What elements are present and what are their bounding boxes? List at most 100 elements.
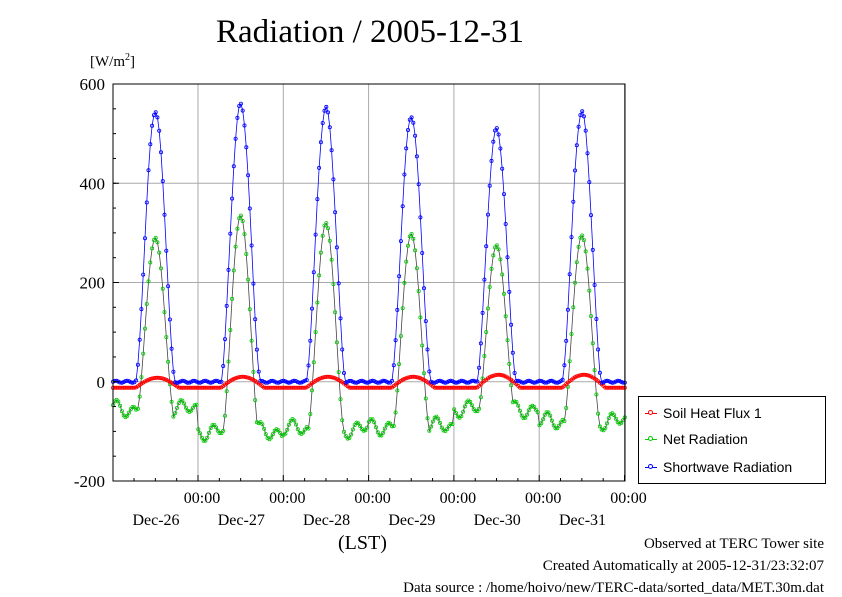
data-point [560,377,565,382]
data-point [283,431,288,436]
x-tick-date: Dec-31 [559,512,606,529]
data-point [610,380,615,385]
data-point [423,319,428,324]
data-point [549,418,554,423]
data-point [281,378,286,383]
data-point [146,279,151,284]
data-point [500,272,505,277]
data-point [507,289,512,294]
data-point [473,379,478,384]
data-point [325,110,330,115]
data-point [363,428,368,433]
data-point [322,108,327,113]
data-point [222,337,227,342]
data-point [574,374,579,379]
data-point [176,401,181,406]
data-point [150,123,155,128]
data-point [448,378,453,383]
series-line [112,214,626,442]
data-point [413,248,418,253]
data-point [324,221,329,226]
data-point [356,421,361,426]
data-point [377,433,382,438]
data-point [523,415,528,420]
data-point [500,166,505,171]
data-point [405,243,410,248]
data-point [253,398,258,403]
data-point [333,210,338,215]
data-point [480,376,485,381]
data-point [192,378,197,383]
data-point [375,430,380,435]
data-point [180,398,185,403]
data-point [166,359,171,364]
data-point [157,375,162,380]
data-point [519,413,524,418]
data-point [228,231,233,236]
data-point [167,317,172,322]
legend-label-net: Net Radiation [663,431,748,447]
data-point [276,428,281,433]
data-point [313,330,318,335]
data-point [251,369,256,374]
data-point [214,425,219,430]
data-point [258,378,263,383]
data-point [231,376,236,381]
data-point [477,365,482,370]
data-point [347,378,352,383]
data-point [613,416,618,421]
data-point [619,379,624,384]
data-point [388,421,393,426]
data-point [196,380,201,385]
data-point [420,250,425,255]
data-point [334,340,339,345]
data-point [215,385,220,390]
data-point [295,427,300,432]
data-point [512,399,517,404]
data-point [581,114,586,119]
data-point [569,235,574,240]
data-point [405,375,410,380]
data-point [242,374,247,379]
data-point [418,315,423,320]
data-point [562,419,567,424]
data-point [461,409,466,414]
data-point [119,409,124,414]
data-point [468,399,473,404]
data-point [469,403,474,408]
data-point [190,378,195,383]
data-point [182,401,187,406]
data-point [430,419,435,424]
data-point [613,379,618,384]
data-point [293,422,298,427]
data-point [580,233,585,238]
data-point [237,216,242,221]
data-point [139,307,144,312]
data-point [231,164,236,169]
data-point [336,281,341,286]
data-point [503,314,508,319]
data-point [233,376,238,381]
data-point [244,145,249,150]
data-point [583,372,588,377]
data-point [242,232,247,237]
data-point [217,380,222,385]
data-point [150,376,155,381]
data-point [333,310,338,315]
data-point [155,375,160,380]
data-point [295,380,300,385]
data-point [398,333,403,338]
data-point [386,385,391,390]
data-point [573,168,578,173]
data-point [574,260,579,265]
data-point [381,378,386,383]
data-point [315,300,320,305]
data-point [514,378,519,383]
data-point [425,347,430,352]
data-point [532,404,537,409]
data-point [373,425,378,430]
data-point [597,370,602,375]
data-point [478,341,483,346]
data-point [382,426,387,431]
